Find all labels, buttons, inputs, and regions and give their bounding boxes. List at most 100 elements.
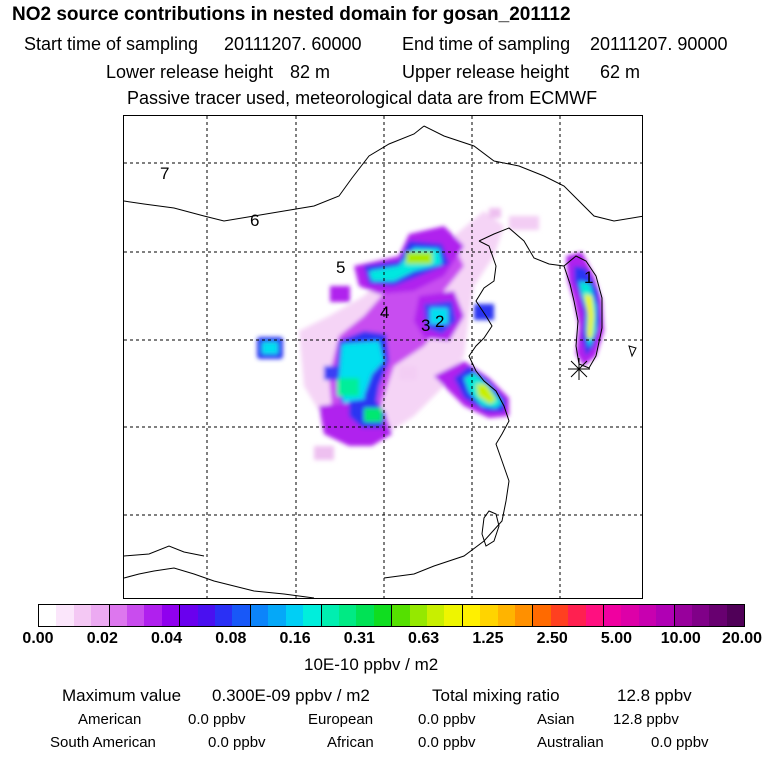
american-value: 0.0 ppbv [188, 711, 246, 728]
colorbar [38, 604, 745, 627]
lower-plume-blue-2 [324, 366, 338, 380]
colorbar-swatch [127, 605, 145, 626]
colorbar-swatch [91, 605, 110, 626]
colorbar-tick-label: 0.08 [215, 630, 247, 647]
colorbar-tick-label: 0.63 [408, 630, 440, 647]
colorbar-swatch [497, 605, 515, 626]
south-american-value: 0.0 ppbv [208, 734, 266, 751]
upper-height-label: Upper release height [402, 62, 570, 82]
japan-fragment [628, 345, 637, 358]
north-blob-green [406, 252, 432, 264]
colorbar-swatch [285, 605, 304, 626]
colorbar-swatch [180, 605, 198, 626]
region-label-5: 5 [336, 258, 346, 277]
colorbar-swatch [533, 605, 551, 626]
colorbar-tick-label: 10.00 [660, 630, 701, 647]
upper-height-value: 62 m [600, 62, 641, 82]
total-mixing-label: Total mixing ratio [432, 686, 560, 705]
colorbar-tick-label: 5.00 [600, 630, 633, 647]
colorbar-tick-label: 0.16 [279, 630, 311, 647]
colorbar-swatch [268, 605, 286, 626]
hainan-south [124, 567, 315, 598]
liaodong-coast [478, 227, 565, 267]
colorbar-swatch [161, 605, 181, 626]
central-blob-cyan [430, 308, 448, 324]
south-american-label: South American [50, 734, 156, 751]
coastlines [124, 125, 642, 598]
lower-height-value: 82 m [290, 62, 331, 82]
australian-label: Australian [537, 734, 604, 751]
end-time-value: 20111207. 90000 [590, 34, 728, 54]
colorbar-swatch [709, 605, 727, 626]
colorbar-swatch [726, 605, 745, 626]
colorbar-swatch [409, 605, 427, 626]
colorbar-swatch [197, 605, 216, 626]
colorbar-swatch [232, 605, 251, 626]
end-time-label: End time of sampling [402, 34, 571, 54]
start-time-label: Start time of sampling [24, 34, 199, 54]
sw-border [124, 545, 205, 557]
korea-coast [563, 255, 603, 369]
colorbar-swatch [144, 605, 162, 626]
nw-speck [330, 286, 350, 302]
colorbar-swatch [480, 605, 498, 626]
asian-value: 12.8 ppbv [613, 711, 679, 728]
colorbar-tick-label: 0.02 [86, 630, 118, 647]
australian-value: 0.0 ppbv [651, 734, 709, 751]
west-blob-core [262, 342, 278, 354]
colorbar-swatch [692, 605, 710, 626]
receptor-asterisk-icon [568, 358, 590, 380]
bohai-coast [383, 240, 510, 579]
colorbar-swatch [356, 605, 374, 626]
european-value: 0.0 ppbv [418, 711, 476, 728]
colorbar-swatch [444, 605, 463, 626]
asian-label: Asian [537, 711, 575, 728]
colorbar-swatch [250, 605, 269, 626]
african-label: African [327, 734, 374, 751]
region-label-2: 2 [435, 312, 445, 331]
sw-speck-1 [399, 366, 417, 380]
colorbar-swatch [638, 605, 657, 626]
colorbar-unit: 10E-10 ppbv / m2 [304, 655, 439, 674]
colorbar-swatch [568, 605, 586, 626]
colorbar-tick-label: 0.31 [343, 630, 375, 647]
region-label-7: 7 [160, 164, 170, 183]
colorbar-swatch [373, 605, 393, 626]
concentration-field [257, 208, 604, 460]
manchuria-border [423, 125, 642, 222]
central-blob-east [474, 304, 494, 320]
colorbar-swatch [338, 605, 357, 626]
map-panel: 7 6 5 4 3 2 1 [123, 115, 643, 599]
colorbar-tick-label: 0.04 [150, 630, 183, 647]
lower-height-label: Lower release height [106, 62, 274, 82]
region-label-1: 1 [584, 268, 594, 287]
max-value: 0.300E-09 ppbv / m2 [212, 686, 370, 705]
region-label-3: 3 [421, 316, 431, 335]
colorbar-tick-label: 0.00 [22, 630, 54, 647]
colorbar-swatch [550, 605, 569, 626]
colorbar-tick-label: 1.25 [472, 630, 504, 647]
gridlines [124, 116, 642, 598]
ne-speck-1 [489, 208, 501, 218]
mongolia-border [124, 125, 425, 222]
page-title: NO2 source contributions in nested domai… [12, 4, 571, 25]
colorbar-swatch [656, 605, 675, 626]
colorbar-swatch [109, 605, 128, 626]
colorbar-swatch [621, 605, 639, 626]
plume-cyan-b [337, 378, 359, 396]
sw-speck-2 [314, 446, 334, 460]
colorbar-tick-label: 2.50 [536, 630, 568, 647]
european-label: European [308, 711, 374, 728]
colorbar-swatch [514, 605, 534, 626]
colorbar-swatch [674, 605, 693, 626]
african-value: 0.0 ppbv [418, 734, 476, 751]
colorbar-swatch [303, 605, 322, 626]
colorbar-swatch [56, 605, 74, 626]
start-time-value: 20111207. 60000 [224, 34, 362, 54]
tracer-note: Passive tracer used, meteorological data… [127, 88, 598, 108]
colorbar-swatch [321, 605, 339, 626]
korea-yellow [584, 294, 594, 338]
lower-plume-green [364, 408, 382, 422]
max-value-label: Maximum value [62, 686, 182, 705]
total-mixing-value: 12.8 ppbv [617, 686, 692, 705]
